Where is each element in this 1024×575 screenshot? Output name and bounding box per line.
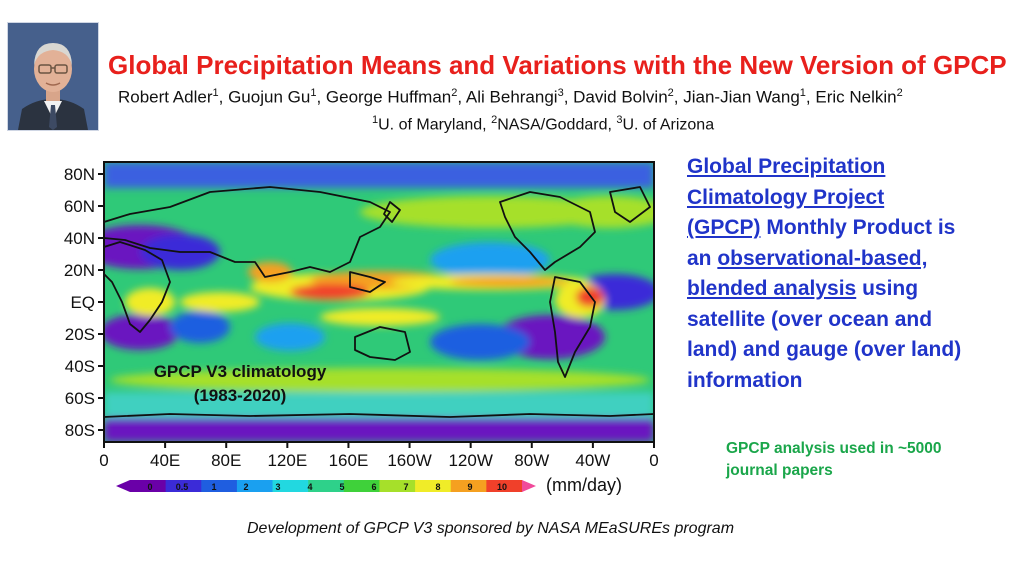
affiliation-name: NASA/Goddard [497,116,608,134]
latitude-axis: 80N 60N 40N 20N EQ 20S 40S 60S 80S [64,165,104,440]
author-name: George Huffman [325,87,452,107]
climatology-period: (1983-2020) [193,386,287,405]
author-name: Eric Nelkin [815,87,897,107]
lon-tick-label: 40W [575,451,610,470]
longitude-axis: 0 40E 80E 120E 160E 160W 120W 80W 40W 0 [99,442,659,470]
portrait-illustration [8,23,98,130]
affiliation-number: 2 [491,114,498,126]
precipitation-map: 80N 60N 40N 20N EQ 20S 40S 60S 80S 0 40E 80E 120E 16… [50,152,680,512]
colorbar-tick-label: 6 [371,482,376,492]
poster-title: Global Precipitation Means and Variation… [108,50,1007,80]
usage-note: GPCP analysis used in ~5000 journal pape… [726,440,942,479]
colorbar-tick-label: 0 [147,482,152,492]
lat-tick-label: 60N [64,197,95,216]
colorbar-segment [308,480,345,492]
colorbar-segment [343,480,380,492]
gpcp-description: Global Precipitation Climatology Project… [687,152,962,396]
colorbar-segment [272,480,309,492]
lon-tick-label: 80E [211,451,241,470]
sponsor-footer: Development of GPCP V3 sponsored by NASA… [247,520,735,537]
affiliation-number: 1 [372,114,379,126]
lon-tick-label: 120W [448,451,492,470]
colorbar-segment [415,480,452,492]
author-affiliation-marker: 2 [896,87,903,99]
author-name: Guojun Gu [228,87,311,107]
author-affiliation-marker: 3 [557,87,564,99]
lon-tick-label: 80W [514,451,549,470]
author-name: Ali Behrangi [465,87,558,107]
colorbar: 0 0.5 1 2 3 4 5 6 7 8 9 10 (mm/day) [116,475,622,495]
colorbar-tick-label: 0.5 [176,482,189,492]
lat-tick-label: 80S [65,421,95,440]
affiliation-name: U. of Arizona [622,116,715,134]
author-list: Robert Adler1, Guojun Gu1, George Huffma… [118,87,903,107]
lat-tick-label: 40S [65,357,95,376]
colorbar-segment [450,480,487,492]
author-affiliation-marker: 2 [451,87,458,99]
colorbar-tick-label: 4 [307,482,312,492]
colorbar-right-arrow [522,480,536,492]
lon-tick-label: 160W [387,451,431,470]
author-portrait [7,22,99,131]
description-text-2: using satellite (over ocean and land) an… [687,277,962,392]
colorbar-segment [236,480,274,492]
colorbar-segment [379,480,416,492]
colorbar-tick-label: 10 [497,482,507,492]
lat-tick-label: 60S [65,389,95,408]
colorbar-tick-label: 1 [211,482,216,492]
author-affiliation-marker: 1 [799,87,806,99]
lon-tick-label: 120E [267,451,307,470]
author-name: Jian-Jian Wang [683,87,800,107]
author-affiliation-marker: 1 [310,87,317,99]
colorbar-segment [165,480,202,492]
author-affiliation-marker: 1 [212,87,219,99]
colorbar-segment [486,480,523,492]
author-affiliation-marker: 2 [667,87,674,99]
lat-tick-label: 20S [65,325,95,344]
climatology-label: GPCP V3 climatology (1983-2020) [145,360,335,408]
lat-tick-label: 20N [64,261,95,280]
colorbar-tick-label: 7 [403,482,408,492]
lon-tick-label: 0 [649,451,658,470]
description-text-1: Monthly Product is an [687,216,956,270]
colorbar-tick-label: 2 [243,482,248,492]
colorbar-tick-label: 8 [435,482,440,492]
author-name: David Bolvin [573,87,668,107]
gpcp-link[interactable]: Global Precipitation Climatology Project… [687,155,886,239]
coastlines [104,186,654,418]
colorbar-tick-label: 9 [467,482,472,492]
lon-tick-label: 0 [99,451,108,470]
colorbar-unit: (mm/day) [546,475,622,495]
lat-tick-label: EQ [70,293,95,312]
precipitation-field [104,162,654,442]
affiliation-name: U. of Maryland [378,116,483,134]
colorbar-tick-label: 5 [339,482,344,492]
affiliation-list: 1U. of Maryland, 2NASA/Goddard, 3U. of A… [372,114,715,134]
lat-tick-label: 80N [64,165,95,184]
lon-tick-label: 160E [329,451,369,470]
author-name: Robert Adler [118,87,213,107]
colorbar-tick-label: 3 [275,482,280,492]
affiliation-number: 3 [616,114,623,126]
climatology-title: GPCP V3 climatology [153,362,327,381]
lat-tick-label: 40N [64,229,95,248]
colorbar-segment [130,480,167,492]
blended-analysis-link[interactable]: observational-based, blended analysis [687,246,928,301]
colorbar-segment [201,480,238,492]
colorbar-left-arrow [116,480,130,492]
lon-tick-label: 40E [150,451,180,470]
